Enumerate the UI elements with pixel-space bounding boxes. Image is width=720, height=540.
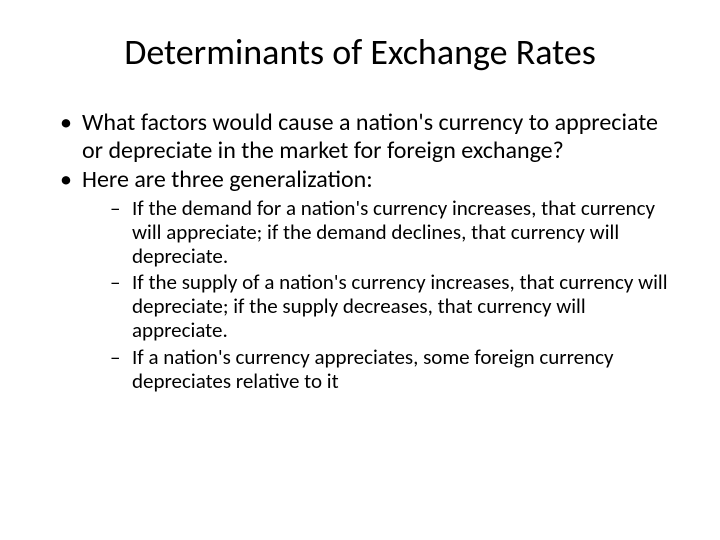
sub-bullet-item: If the supply of a nation's currency inc… (110, 270, 680, 342)
bullet-text: What factors would cause a nation's curr… (82, 108, 658, 165)
sub-bullet-text: If a nation's currency appreciates, some… (132, 344, 614, 394)
bullet-item: What factors would cause a nation's curr… (60, 109, 680, 164)
bullet-item: Here are three generalization: If the de… (60, 166, 680, 393)
sub-bullet-item: If a nation's currency appreciates, some… (110, 345, 680, 393)
sub-bullet-text: If the supply of a nation's currency inc… (132, 269, 668, 343)
bullet-text: Here are three generalization: (82, 165, 373, 194)
sub-bullet-item: If the demand for a nation's currency in… (110, 196, 680, 268)
bullet-list-level-2: If the demand for a nation's currency in… (82, 196, 680, 393)
slide-title: Determinants of Exchange Rates (40, 30, 680, 74)
bullet-list-level-1: What factors would cause a nation's curr… (40, 109, 680, 393)
sub-bullet-text: If the demand for a nation's currency in… (132, 195, 655, 269)
